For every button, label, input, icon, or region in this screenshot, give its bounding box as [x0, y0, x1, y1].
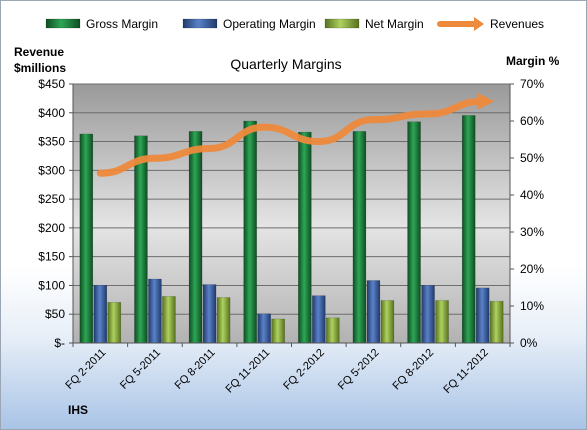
- right-tick-label: 30%: [520, 225, 544, 239]
- left-tick-label: $100: [38, 278, 65, 292]
- left-tick-label: $450: [38, 77, 65, 91]
- right-tick-label: 70%: [520, 77, 544, 91]
- net-margin-bar: [107, 302, 122, 344]
- right-tick-label: 60%: [520, 114, 544, 128]
- left-tick-label: $250: [38, 192, 65, 206]
- operating-margin-legend-swatch: [182, 18, 218, 29]
- operating-margin-bar: [475, 287, 490, 344]
- left-tick-label: $350: [38, 135, 65, 149]
- left-tick-label: $150: [38, 250, 65, 264]
- x-tick-label: FQ 2-2011: [63, 347, 108, 392]
- net-margin-bar: [271, 318, 285, 344]
- x-tick-label: FQ 2-2012: [281, 347, 327, 393]
- right-tick-label: 50%: [520, 151, 544, 165]
- gross-margin-legend-swatch: [45, 18, 81, 29]
- operating-margin-bar: [366, 280, 381, 344]
- net-margin-bar: [380, 300, 395, 344]
- left-tick-label: $50: [45, 307, 65, 321]
- legend-label: Revenues: [490, 17, 544, 31]
- bars: [79, 115, 504, 344]
- legend-label: Net Margin: [365, 17, 424, 31]
- x-tick-label: FQ 8-2011: [173, 347, 218, 392]
- net-margin-legend-swatch: [324, 18, 360, 29]
- right-tick-label: 10%: [520, 299, 544, 313]
- left-axis-title-line1: Revenue: [14, 45, 64, 59]
- gross-margin-bar: [79, 133, 94, 344]
- operating-margin-bar: [421, 285, 435, 344]
- left-axis-title-line2: $millions: [14, 61, 66, 75]
- revenues-line: [96, 92, 495, 177]
- gross-margin-bar: [298, 131, 312, 344]
- legend-label: Operating Margin: [223, 17, 316, 31]
- left-tick-label: $-: [54, 336, 65, 350]
- source-label: IHS: [68, 403, 88, 417]
- legend: Gross Margin Operating Margin Net Margin Re…: [45, 17, 544, 31]
- gross-margin-bar: [188, 131, 203, 344]
- operating-margin-bar: [257, 313, 271, 344]
- operating-margin-bar: [93, 285, 108, 344]
- gross-margin-bar: [407, 121, 421, 344]
- right-axis-title: Margin %: [506, 54, 560, 68]
- right-tick-label: 0%: [520, 336, 538, 350]
- net-margin-bar: [435, 300, 449, 344]
- net-margin-bar: [162, 296, 176, 344]
- x-tick-label: FQ 11-2012: [441, 347, 490, 396]
- operating-margin-bar: [148, 278, 162, 344]
- gross-margin-bar: [134, 135, 148, 344]
- left-tick-label: $400: [38, 106, 65, 120]
- x-tick-label: FQ 11-2011: [223, 347, 272, 396]
- operating-margin-bar: [312, 295, 326, 344]
- chart-title: Quarterly Margins: [230, 56, 341, 72]
- legend-label: Gross Margin: [86, 17, 158, 31]
- x-tick-label: FQ 5-2012: [336, 347, 382, 393]
- right-tick-label: 20%: [520, 262, 544, 276]
- revenue-line: [96, 92, 495, 177]
- left-tick-label: $300: [38, 163, 65, 177]
- gross-margin-bar: [243, 120, 257, 344]
- net-margin-bar: [216, 297, 231, 344]
- x-tick-label: FQ 5-2011: [118, 347, 163, 392]
- net-margin-bar: [326, 317, 340, 344]
- right-tick-label: 40%: [520, 188, 544, 202]
- gross-margin-bar: [461, 115, 476, 344]
- net-margin-bar: [489, 300, 504, 344]
- x-tick-label: FQ 8-2012: [391, 347, 437, 393]
- operating-margin-bar: [202, 284, 217, 344]
- gross-margin-bar: [352, 131, 367, 344]
- revenues-legend-arrow: [474, 17, 484, 31]
- left-tick-label: $200: [38, 221, 65, 235]
